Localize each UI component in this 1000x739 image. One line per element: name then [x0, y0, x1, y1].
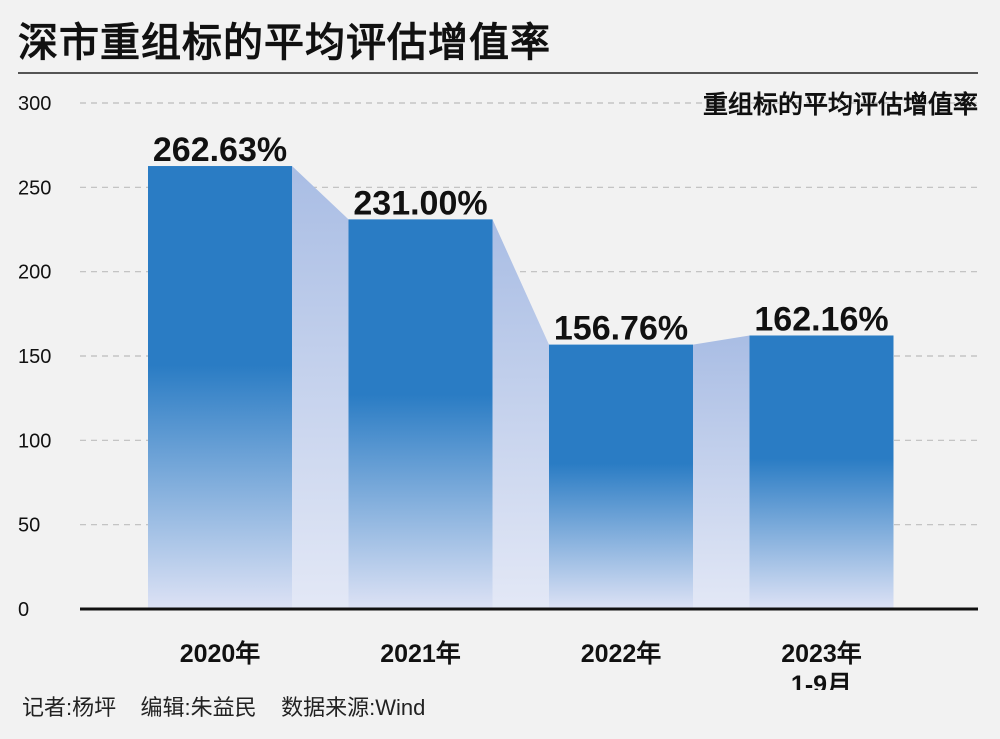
bar-connector: [693, 335, 750, 609]
bar: [749, 335, 894, 609]
value-labels: 262.63% 231.00% 156.76% 162.16%: [153, 131, 889, 348]
y-tick-label: 300: [18, 93, 51, 115]
bar: [148, 166, 292, 609]
y-tick-label: 200: [18, 262, 51, 284]
y-axis-ticks: 0 50 100 150 200 250 300: [18, 93, 51, 621]
legend-label: 重组标的平均评估增值率: [703, 90, 978, 119]
x-tick-label: 2021年: [380, 639, 461, 668]
value-label: 231.00%: [353, 184, 487, 222]
title-divider: [18, 72, 978, 74]
y-tick-label: 50: [18, 515, 40, 537]
bar-connectors: [292, 166, 750, 609]
x-tick-label-secondary: 1-9月: [791, 671, 852, 690]
y-tick-label: 250: [18, 177, 51, 199]
bar-connector: [292, 166, 349, 609]
value-label: 262.63%: [153, 131, 287, 169]
page-title: 深市重组标的平均评估增值率: [18, 21, 551, 65]
bar: [348, 219, 493, 609]
bars: [148, 166, 894, 609]
y-tick-label: 100: [18, 430, 51, 452]
x-tick-label: 2022年: [581, 639, 662, 668]
y-tick-label: 0: [18, 599, 29, 621]
x-axis-ticks: 2020年 2021年 2022年 2023年 1-9月: [180, 639, 862, 690]
y-tick-label: 150: [18, 346, 51, 368]
bar-chart: 0 50 100 150 200 250 300 262.63% 231.00% 156.76%…: [18, 90, 978, 690]
x-tick-label: 2020年: [180, 639, 261, 668]
value-label: 162.16%: [754, 300, 888, 338]
bar-connector: [492, 219, 549, 609]
value-label: 156.76%: [554, 310, 688, 348]
x-tick-label: 2023年: [781, 639, 862, 668]
credit-line: 记者:杨坪 编辑:朱益民 数据来源:Wind: [22, 695, 426, 720]
bar: [549, 344, 693, 609]
